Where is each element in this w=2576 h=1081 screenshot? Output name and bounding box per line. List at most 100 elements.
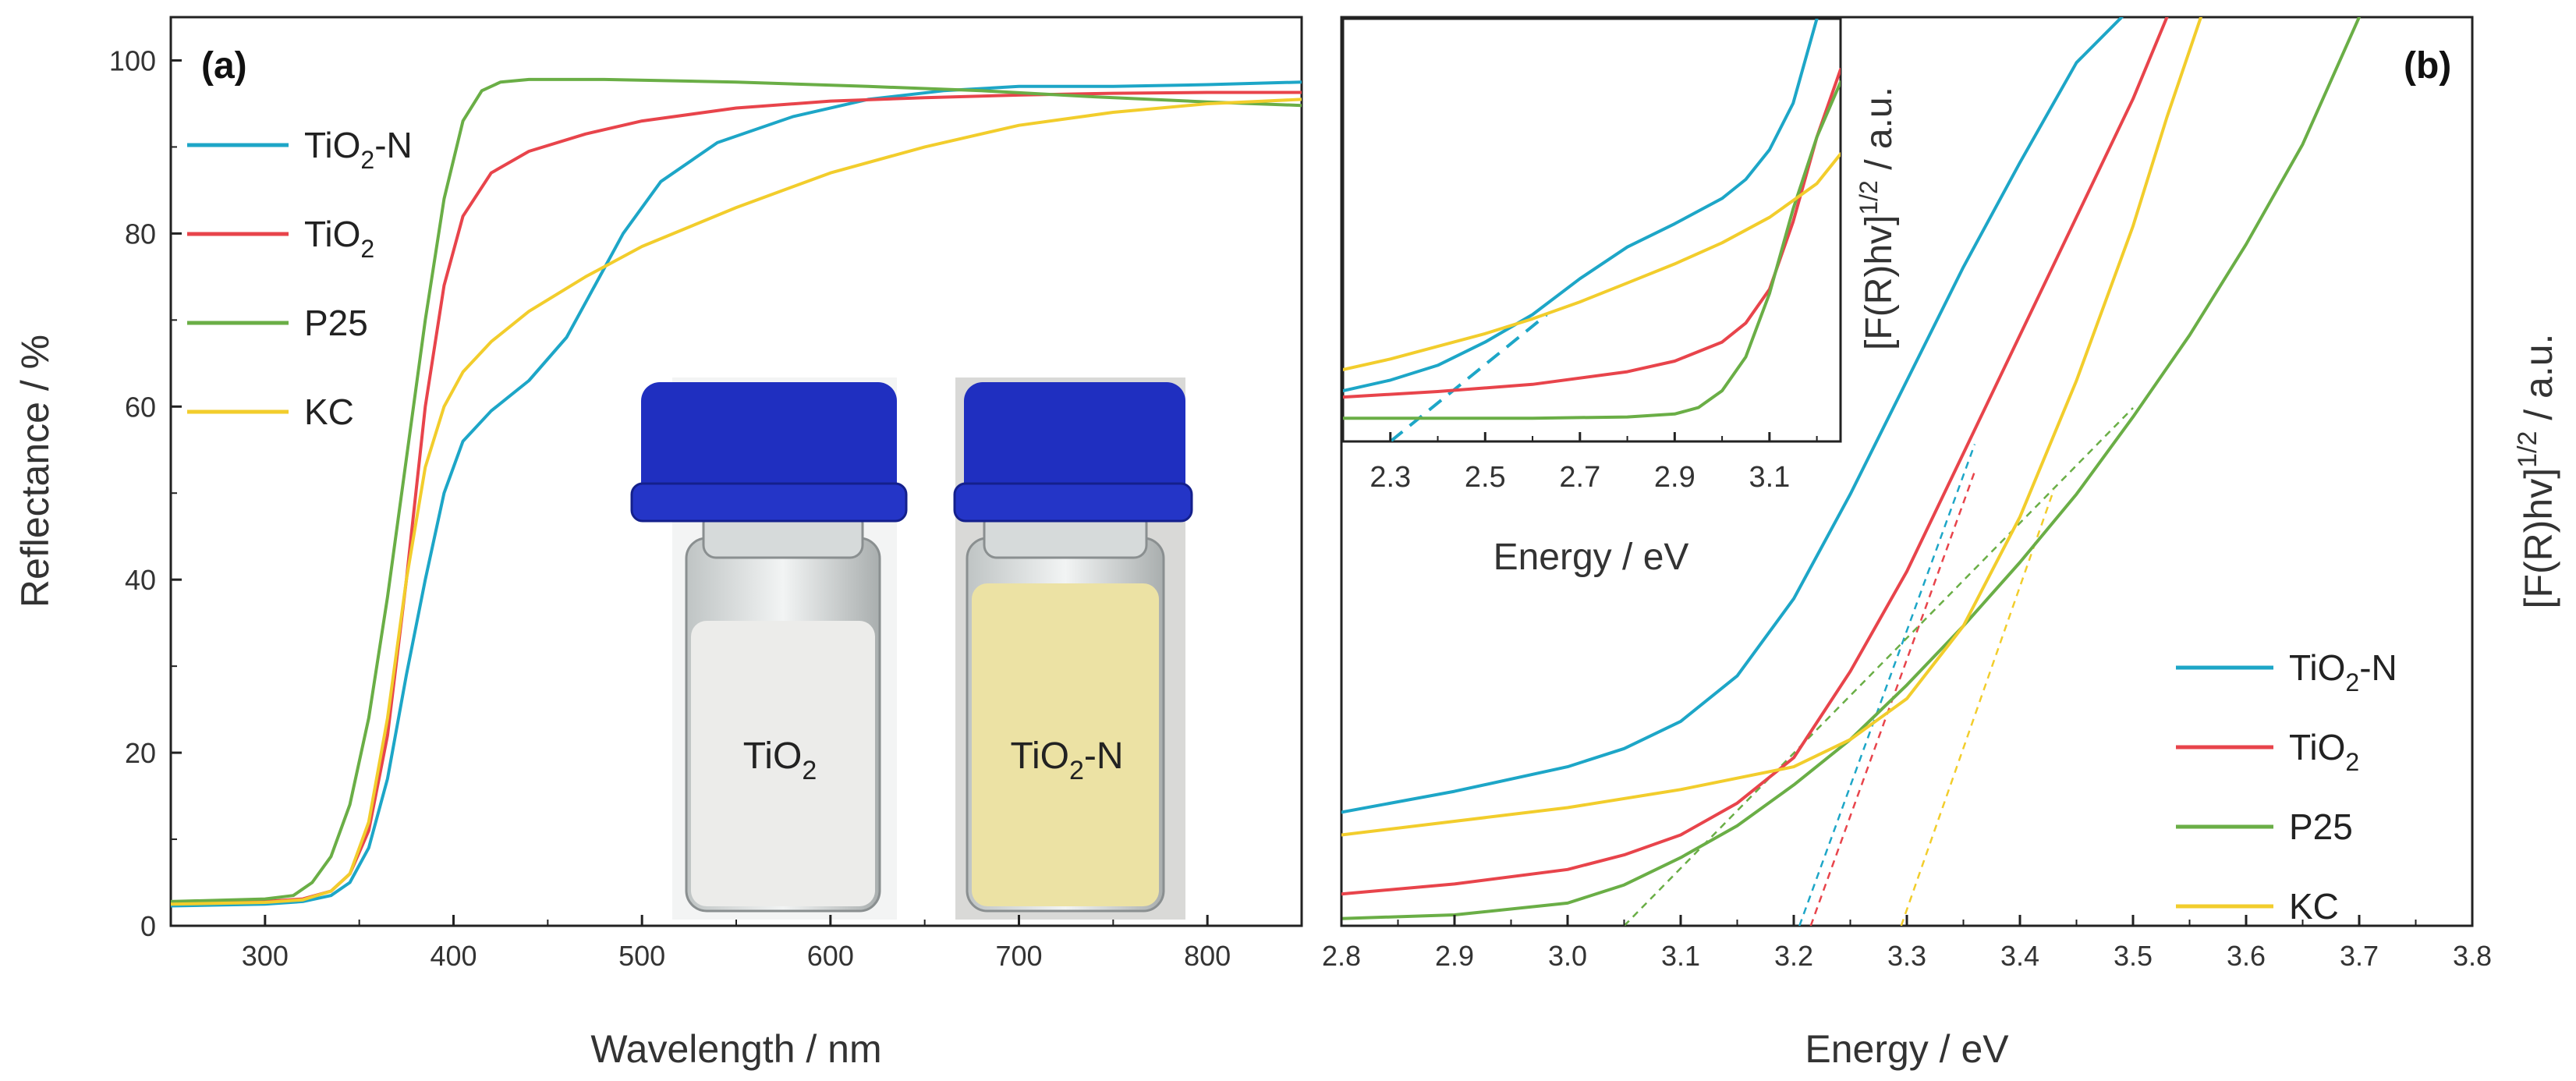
x-tick-label-inset-0: 2.3 [1369,461,1411,494]
panel-b: 2.8 2.9 3.0 3.1 3.2 3.3 3.4 3.5 3.6 3.7 3.8 (b) En… [1322,16,2560,1071]
legend-a-label-main: TiO [304,214,360,254]
bottle-tio2n-powder [972,583,1159,906]
legend-a-label-sub: 2 [360,146,374,174]
x-tick-label-b-9: 3.7 [2340,940,2379,972]
b-series-p25 [1341,17,2361,920]
panel-b-ylabel-main: [F(R)hv] [2517,468,2560,609]
bottle-tio2-cap [641,382,897,515]
a-series-p25 [171,77,1302,903]
panel-a-series [171,77,1302,908]
bottle-tio2: TiO2 [630,382,908,913]
legend-a-label-tio2-n: TiO2-N [304,125,413,174]
legend-b-label-sub: 2 [2345,668,2359,696]
x-tick-label-inset-4: 3.1 [1749,461,1790,494]
x-tick-label-b-0: 2.8 [1322,940,1361,972]
inset-tauc-fits [1389,313,1548,441]
inset-fit-tio2-n [1389,313,1548,441]
panel-a-ticks: 300 400 500 600 700 800 0 20 40 60 80 100 [109,44,1302,972]
y-tick-label-a-60: 60 [125,391,156,423]
b-fit-kc [1900,489,2055,926]
panel-b-label: (b) [2404,45,2451,87]
panel-b-series [1341,17,2361,920]
legend-b-label-p25: P25 [2289,806,2353,847]
a-series-kc [171,97,1302,906]
panel-a-ylabel: Reflectance / % [13,335,57,608]
x-tick-label-b-7: 3.5 [2114,940,2153,972]
legend-a-label-suffix: -N [374,125,413,165]
inset-ticks: 2.3 2.5 2.7 2.9 3.1 [1369,432,1818,494]
panel-b-xlabel: Energy / eV [1805,1027,2009,1071]
photo-label-tio2-main: TiO [743,735,803,777]
bottle-tio2n: TiO2-N [953,382,1193,913]
legend-b-label-tio2: TiO2 [2289,727,2359,776]
y-tick-label-a-80: 80 [125,218,156,250]
legend-b-label-main: TiO [2289,727,2345,767]
x-tick-label-a-700: 700 [995,940,1042,972]
x-tick-label-b-3: 3.1 [1661,940,1700,972]
panel-a: TiO2 TiO2-N 300 400 500 600 700 8000204060801… [13,16,1303,1071]
legend-a-label-sub: 2 [360,235,374,263]
x-tick-label-a-300: 300 [242,940,289,972]
bottle-tio2n-cap-ring [953,482,1193,523]
photo-label-tio2n-sub: 2 [1069,756,1084,785]
panel-b-ylabel: [F(R)hv]1/2 / a.u. [2513,334,2560,609]
x-tick-label-b-6: 3.4 [2000,940,2039,972]
x-tick-label-a-600: 600 [807,940,854,972]
x-tick-label-b-1: 2.9 [1435,940,1474,972]
legend-a-label-main: P25 [304,303,368,343]
photo-label-tio2: TiO2 [743,735,817,785]
inset-series-tio2-n [1343,19,1819,392]
inset-ylabel-main: [F(R)hv] [1858,215,1900,350]
b-series-tio2 [1341,17,2169,896]
legend-a-label-tio2: TiO2 [304,214,374,263]
legend-b-label-tio2-n: TiO2-N [2289,647,2397,696]
x-tick-label-inset-2: 2.7 [1559,461,1600,494]
bottle-tio2-powder [691,621,875,906]
legend-b-label-main: P25 [2289,806,2353,847]
legend-b-label-sub: 2 [2345,748,2359,776]
x-tick-label-b-8: 3.6 [2227,940,2266,972]
x-tick-label-b-5: 3.3 [1887,940,1926,972]
b-series-kc [1341,17,2202,837]
x-tick-label-b-10: 3.8 [2453,940,2492,972]
x-tick-label-inset-1: 2.5 [1465,461,1506,494]
photo-insert: TiO2 TiO2-N [630,377,1193,920]
inset-ylabel-tail: / a.u. [1858,87,1900,180]
y-tick-label-a-0: 0 [140,910,156,942]
legend-a-label-main: TiO [304,125,360,165]
x-tick-label-a-500: 500 [618,940,665,972]
b-series-tio2-n [1341,17,2124,814]
y-tick-label-a-100: 100 [109,44,156,76]
x-tick-label-a-800: 800 [1184,940,1231,972]
inset-series-kc [1343,152,1841,371]
photo-label-tio2n-suffix: -N [1084,735,1124,777]
x-tick-label-inset-3: 2.9 [1654,461,1695,494]
b-fit-p25 [1623,407,2134,926]
legend-a-label-p25: P25 [304,303,368,343]
inset-frame [1341,17,1842,443]
panel-a-xlabel: Wavelength / nm [590,1027,881,1071]
b-fit-tio2-n [1798,444,1976,926]
panel-b-ylabel-sup: 1/2 [2513,431,2542,468]
panel-a-label: (a) [201,45,247,87]
inset-xlabel: Energy / eV [1494,537,1689,578]
panel-b-ylabel-tail: / a.u. [2517,334,2560,431]
inset-series [1343,19,1841,420]
bottle-tio2n-cap [964,382,1185,515]
inset-ylabel-sup: 1/2 [1855,180,1883,214]
y-tick-label-a-40: 40 [125,564,156,596]
legend-b-label-main: TiO [2289,647,2345,688]
y-tick-label-a-20: 20 [125,737,156,769]
inset: 2.3 2.5 2.7 2.9 3.1 Energy / eV [F(R)hv]1/2 … [1341,17,1900,578]
legend-a-label-kc: KC [304,392,354,432]
inset-ylabel: [F(R)hv]1/2 / a.u. [1855,87,1900,350]
panel-b-ticks: 2.8 2.9 3.0 3.1 3.2 3.3 3.4 3.5 3.6 3.7 3.8 [1322,915,2492,972]
legend-b-label-main: KC [2289,886,2339,927]
x-tick-label-a-400: 400 [430,940,477,972]
photo-label-tio2n: TiO2-N [1010,735,1123,785]
photo-label-tio2-sub: 2 [802,756,817,785]
legend-b-label-kc: KC [2289,886,2339,927]
